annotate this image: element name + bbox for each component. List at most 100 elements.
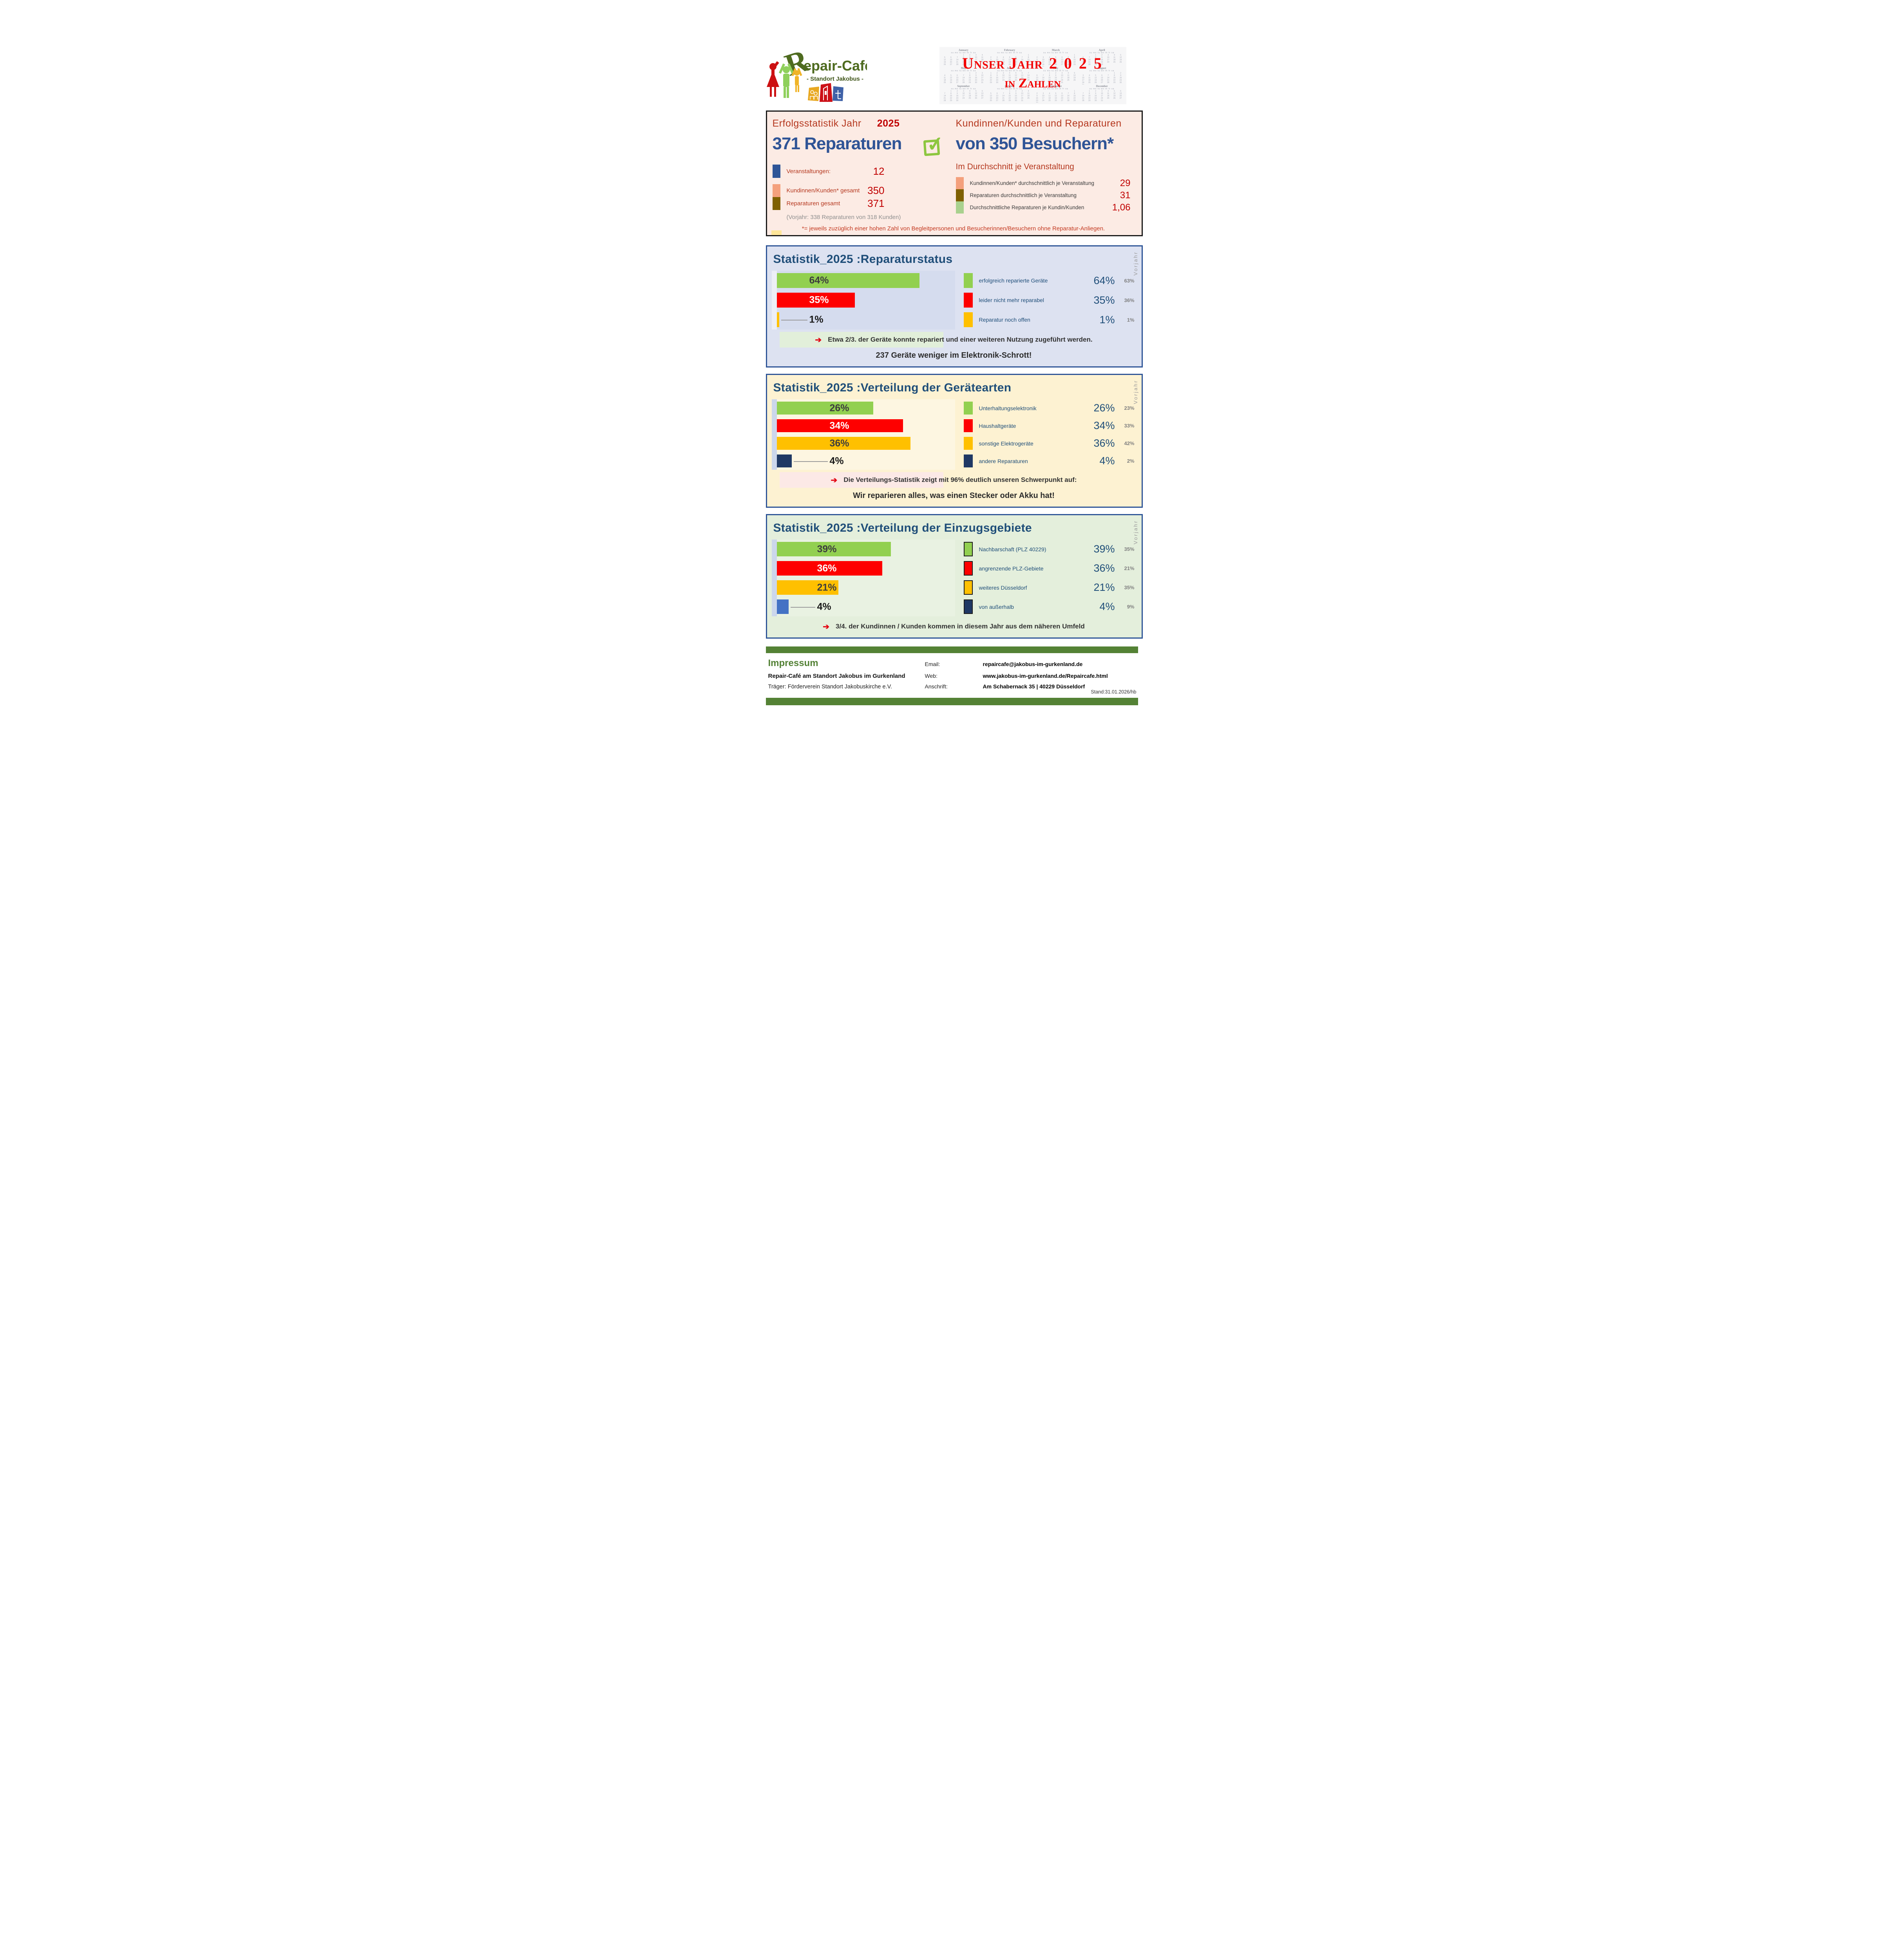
calendar-day: 16 (956, 95, 959, 97)
chart-rows: 39% Nachbarschaft (PLZ 40229) 39% 35% 36% ang… (771, 540, 1136, 616)
previous-year-note: (Vorjahr: 338 Reparaturen von 318 Kunden… (786, 214, 901, 221)
calendar-day: 9 (1120, 74, 1121, 77)
calendar-month-name: July (1053, 67, 1059, 70)
plot-cell: 4% (771, 597, 955, 616)
calendar-month: July su mo tu we th fr sa 1 2 3 4 5 6 7 8 9 10 11 12 1… (1034, 67, 1078, 85)
calendar-day: 6 (1021, 72, 1023, 74)
calendar-day: 28 (1042, 81, 1044, 84)
calendar-day: 23 (1036, 63, 1038, 66)
calendar-day: 31 (981, 81, 984, 84)
legend-row-events: Veranstaltungen: 12 (772, 164, 885, 179)
calendar-day: 6 (1015, 56, 1017, 59)
calendar-day: 23 (1119, 79, 1122, 81)
legend-label: Reparatur noch offen (979, 317, 1030, 323)
calendar-day: 4 (969, 90, 970, 92)
checked-checkbox-icon: ✓ (923, 132, 944, 156)
calendar-day: 1 (969, 72, 970, 74)
chart-row: 35% leider nicht mehr reparabel 35% 36% (771, 290, 1136, 310)
calendar-day: 29 (950, 100, 952, 102)
calendar-day: 12 (950, 77, 952, 79)
note-text: Etwa 2/3. der Geräte konnte repariert un… (828, 336, 1093, 343)
calendar-day: 21 (1067, 97, 1070, 100)
legend-value: 31 (1120, 190, 1131, 201)
calendar-day: 14 (1067, 59, 1070, 61)
legend-swatch-icon (963, 599, 973, 614)
calendar-day: 3 (1101, 90, 1102, 92)
checkmark-icon: ✓ (925, 132, 945, 156)
calendar-day: 29 (1088, 100, 1091, 102)
calendar-days: 1 2 3 4 5 6 7 8 9 10 11 12 13 14 15 16 17 18 19 20 21 22 23 24 2… (1080, 72, 1124, 85)
calendar-day: 4 (981, 54, 983, 56)
bar (776, 542, 891, 556)
calendar-day: 15 (968, 77, 971, 79)
calendar-day: 27 (956, 81, 959, 84)
calendar-day: 17 (975, 59, 977, 61)
email-value[interactable]: repaircafe@jakobus-im-gurkenland.de (983, 661, 1083, 667)
plot-cell: 21% (771, 578, 955, 597)
calendar-day: 30 (1015, 100, 1017, 102)
calendar-day: 27 (1061, 63, 1063, 66)
calendar-day: 4 (1003, 56, 1004, 59)
calendar-day: 26 (1015, 79, 1017, 81)
calendar-day: 15 (1088, 95, 1091, 97)
calendar-day: 27 (1061, 100, 1063, 102)
calendar-days: 1 2 3 4 5 6 7 8 9 10 11 12 13 14 15 16 17 18 19 20 21 22 23 24 2… (942, 72, 986, 84)
calendar-day: 13 (1119, 92, 1122, 95)
calendar-day: 2 (1036, 92, 1038, 95)
calendar-day: 18 (1027, 95, 1030, 97)
calendar-day: 15 (990, 77, 992, 79)
calendar-day: 7 (1089, 56, 1090, 59)
calendar-day: 7 (1068, 92, 1069, 95)
calendar-month: June su mo tu we th fr sa 1 2 3 4 5 6 7 8 9 10 11 12 1… (988, 67, 1032, 85)
stats-left-legend: Veranstaltungen: 12 Kundinnen/Kunden* ge… (772, 164, 885, 210)
calendar-day: 28 (1107, 81, 1109, 84)
calendar-day: 16 (975, 77, 977, 79)
bar (776, 561, 882, 576)
calendar-day: 27 (1015, 63, 1017, 66)
calendar-day: 7 (957, 56, 958, 59)
woman-figure-icon (766, 61, 779, 97)
calendar-day: 9 (1101, 56, 1102, 59)
calendar-day: 2 (1101, 54, 1102, 56)
calendar-days: 1 2 3 4 5 6 7 8 9 10 11 12 13 14 15 16 17 18 19 20 21 22 23 24 2… (942, 90, 986, 102)
calendar-day: 11 (1027, 92, 1030, 95)
calendar-day: 11 (943, 77, 946, 79)
calendar-day: 14 (1027, 74, 1030, 77)
calendar-day: 20 (1015, 61, 1017, 63)
visitors-big-number: von 350 Besuchern* (956, 134, 1114, 153)
calendar-day: 24 (1107, 61, 1109, 63)
calendar-day: 12 (1119, 56, 1122, 59)
calendar-day: 20 (1100, 79, 1103, 81)
calendar-day: 15 (950, 95, 952, 97)
calendar-day: 26 (1094, 81, 1097, 84)
calendar-day: 9 (1055, 74, 1057, 77)
calendar-day: 25 (1088, 81, 1091, 84)
web-value[interactable]: www.jakobus-im-gurkenland.de/Repaircafe.… (983, 673, 1108, 679)
calendar-day: 26 (1008, 63, 1011, 66)
header: R (714, 0, 1190, 110)
calendar-day: 5 (1120, 54, 1121, 56)
bar-value-label: 21% (817, 582, 837, 593)
calendar-day: 4 (1068, 72, 1069, 74)
calendar-day: 22 (1094, 61, 1097, 63)
calendar-day: 13 (1036, 77, 1038, 79)
calendar-day: 12 (1055, 59, 1057, 61)
legend-label: sonstige Elektrogeräte (979, 440, 1033, 447)
legend-row-customers: Kundinnen/Kunden* gesamt 350 (772, 184, 885, 197)
calendar-day: 7 (1068, 56, 1069, 59)
stats-right-legend: Kundinnen/Kunden* durchschnittlich je Ve… (956, 177, 1135, 214)
calendar-day: 3 (975, 54, 977, 56)
calendar-day: 1 (1095, 54, 1097, 56)
legend-value: 1% (1099, 313, 1115, 326)
bar (776, 293, 855, 308)
jakobus-tiles-icon (807, 83, 843, 102)
calendar-day: 9 (957, 92, 958, 95)
calendar-day: 20 (956, 79, 959, 81)
calendar-day: 5 (1114, 90, 1115, 92)
chart-note: ➔ Etwa 2/3. der Geräte konnte repariert u… (772, 332, 1136, 348)
legend-value: 36% (1093, 562, 1115, 574)
calendar-day: 2 (996, 72, 998, 74)
calendar-day: 22 (1048, 79, 1051, 81)
calendar-day: 18 (1107, 95, 1109, 97)
legend-swatch-icon (963, 437, 973, 450)
